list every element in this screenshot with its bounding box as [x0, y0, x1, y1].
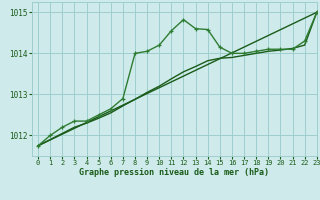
X-axis label: Graphe pression niveau de la mer (hPa): Graphe pression niveau de la mer (hPa) — [79, 168, 269, 177]
